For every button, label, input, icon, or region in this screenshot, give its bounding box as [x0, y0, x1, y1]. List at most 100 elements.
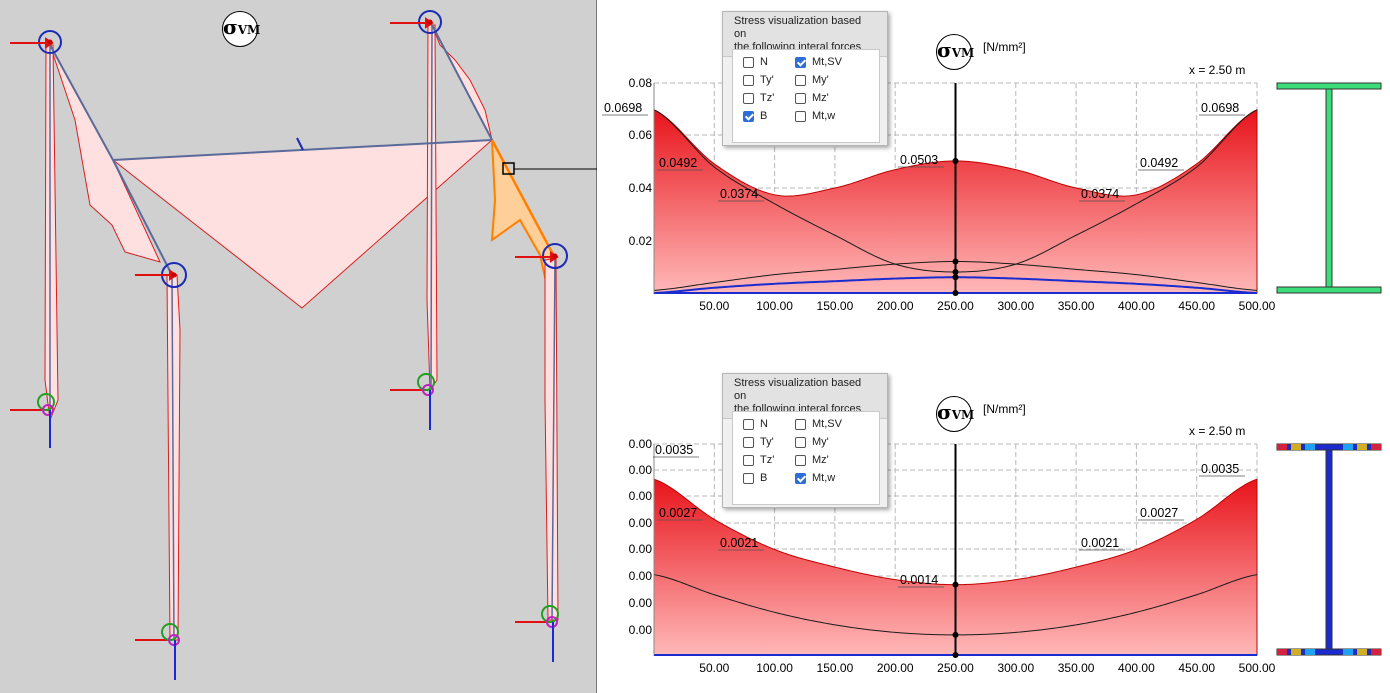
value-label: 0.0698	[604, 101, 642, 115]
checkbox[interactable]	[743, 436, 754, 448]
y-tick-label: 0.04	[629, 181, 653, 195]
option-ty-[interactable]: Ty'	[743, 434, 774, 450]
y-tick-label: 0.00	[629, 542, 653, 556]
support-symbols	[37, 373, 559, 680]
position-label: x = 2.50 m	[1189, 424, 1246, 438]
checkbox[interactable]	[795, 454, 806, 466]
y-tick-label: 0.00	[629, 489, 653, 503]
stress-panel-2: 50.00 100.00 150.00 200.00 250.00 300.00 350.0…	[597, 346, 1390, 692]
forces-dialog[interactable]: Stress visualization based on the followi…	[722, 373, 888, 508]
model-view[interactable]: σVM	[0, 0, 597, 693]
x-tick-label: 200.00	[877, 661, 914, 675]
option-tz-[interactable]: Tz'	[743, 452, 774, 468]
value-label: 0.0492	[1140, 156, 1178, 170]
x-tick-label: 300.00	[997, 299, 1034, 313]
checkbox[interactable]	[743, 74, 754, 86]
forces-dialog[interactable]: Stress visualization based on the followi…	[722, 11, 888, 146]
value-label: 0.0374	[720, 187, 758, 201]
checkbox[interactable]	[743, 92, 754, 104]
y-tick-label: 0.00	[629, 463, 653, 477]
option-label: N	[760, 56, 768, 68]
option-n[interactable]: N	[743, 416, 768, 432]
x-tick-label: 100.00	[756, 299, 793, 313]
option-mt-sv[interactable]: Mt,SV	[795, 54, 842, 70]
value-label: 0.0035	[655, 443, 693, 457]
x-tick-label: 350.00	[1058, 661, 1095, 675]
value-label: 0.0503	[900, 153, 938, 167]
x-tick-label: 150.00	[817, 299, 854, 313]
option-my-[interactable]: My'	[795, 72, 829, 88]
value-label: 0.0492	[659, 156, 697, 170]
x-tick-label: 450.00	[1178, 661, 1215, 675]
stress-symbol: σVM	[222, 11, 260, 47]
option-mt-sv[interactable]: Mt,SV	[795, 416, 842, 432]
option-n[interactable]: N	[743, 54, 768, 70]
option-label: Mt,SV	[812, 56, 842, 68]
position-label: x = 2.50 m	[1189, 63, 1246, 77]
stress-chart-1[interactable]: 50.00 100.00 150.00 200.00 250.00 300.00 350.0…	[597, 0, 1390, 346]
checkbox[interactable]	[795, 110, 806, 122]
unit-label: [N/mm²]	[983, 40, 1026, 54]
value-label: 0.0014	[900, 573, 938, 587]
y-tick-label: 0.00	[629, 437, 653, 451]
checkbox[interactable]	[795, 418, 806, 430]
checkbox[interactable]	[743, 454, 754, 466]
section-bottom-flange	[1276, 286, 1382, 294]
checkbox[interactable]	[743, 472, 754, 484]
checkbox[interactable]	[795, 92, 806, 104]
rafter-left-stress-diagram	[49, 44, 161, 263]
x-tick-label: 350.00	[1058, 299, 1095, 313]
option-mz-[interactable]: Mz'	[795, 90, 829, 106]
x-tick-label: 400.00	[1118, 299, 1155, 313]
x-tick-label: 250.00	[937, 299, 974, 313]
value-label: 0.0021	[1081, 536, 1119, 550]
x-tick-label: 500.00	[1239, 299, 1276, 313]
x-tick-label: 400.00	[1118, 661, 1155, 675]
option-label: Tz'	[760, 92, 775, 104]
stress-panel-1: 50.00 100.00 150.00 200.00 250.00 300.00 350.0…	[597, 0, 1390, 346]
y-tick-label: 0.00	[629, 623, 653, 637]
x-tick-label: 200.00	[877, 299, 914, 313]
option-label: My'	[812, 436, 829, 448]
options-list: N Mt,SV Ty' My' Tz' Mz' B Mt,w	[732, 49, 880, 143]
stress-symbol: σVM	[936, 396, 974, 432]
option-label: My'	[812, 74, 829, 86]
section-web	[1325, 88, 1333, 288]
option-ty-[interactable]: Ty'	[743, 72, 774, 88]
frame-model-drawing[interactable]	[0, 0, 597, 693]
option-tz-[interactable]: Tz'	[743, 90, 774, 106]
unit-label: [N/mm²]	[983, 402, 1026, 416]
column-1-diagram	[44, 44, 59, 421]
checkbox[interactable]	[795, 436, 806, 448]
stress-panels: 50.00 100.00 150.00 200.00 250.00 300.00 350.0…	[597, 0, 1390, 693]
option-label: B	[760, 110, 768, 122]
y-tick-label: 0.00	[629, 569, 653, 583]
dialog-title-line1: Stress visualization based on	[734, 15, 862, 40]
option-label: N	[760, 418, 768, 430]
checkbox[interactable]	[795, 56, 806, 68]
option-label: Mz'	[812, 454, 829, 466]
checkbox[interactable]	[743, 56, 754, 68]
x-tick-label: 500.00	[1239, 661, 1276, 675]
checkbox[interactable]	[743, 418, 754, 430]
checkbox[interactable]	[743, 110, 754, 122]
stress-chart-2[interactable]: 50.00 100.00 150.00 200.00 250.00 300.00 350.0…	[597, 346, 1390, 693]
x-tick-label: 50.00	[699, 661, 729, 675]
checkbox[interactable]	[795, 74, 806, 86]
option-b[interactable]: B	[743, 470, 767, 486]
option-mt-w[interactable]: Mt,w	[795, 108, 835, 124]
option-label: Mt,SV	[812, 418, 842, 430]
x-tick-label: 50.00	[699, 299, 729, 313]
option-b[interactable]: B	[743, 108, 767, 124]
x-tick-label: 250.00	[937, 661, 974, 675]
y-tick-label: 0.06	[629, 128, 653, 142]
section-web	[1325, 449, 1333, 650]
option-my-[interactable]: My'	[795, 434, 829, 450]
option-mz-[interactable]: Mz'	[795, 452, 829, 468]
options-list: N Mt,SV Ty' My' Tz' Mz' B Mt,w	[732, 411, 880, 505]
x-tick-label: 150.00	[817, 661, 854, 675]
checkbox[interactable]	[795, 472, 806, 484]
option-mt-w[interactable]: Mt,w	[795, 470, 835, 486]
load-arrows	[10, 17, 559, 641]
option-label: Mz'	[812, 92, 829, 104]
